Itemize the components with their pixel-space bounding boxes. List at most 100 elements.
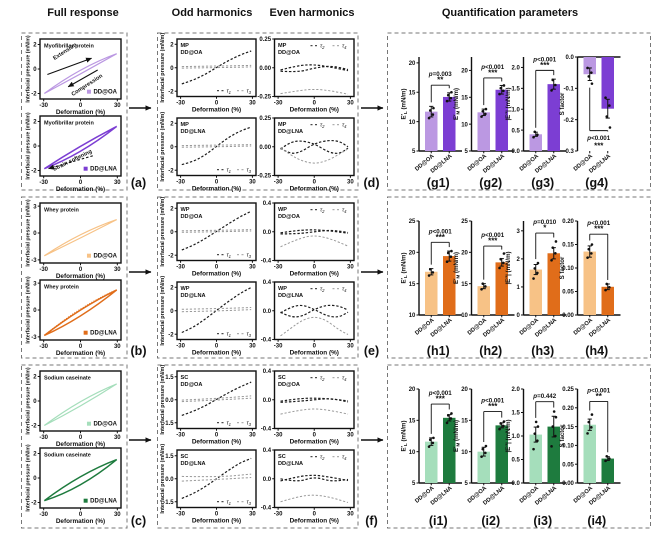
- row3-barchart-i3-datapoint: [551, 425, 555, 428]
- row1-barchart-g4-datapoint: [586, 66, 589, 70]
- row3-barchart-i4-sig-p: p<0.001: [586, 387, 610, 394]
- row1-barchart-g3-datapoint: [536, 133, 539, 137]
- dashed-box-full-row1: [21, 32, 128, 191]
- row3-full-1-ytick-label: 0: [33, 399, 37, 405]
- row2-barchart-h1-ytick-label: 15: [409, 282, 416, 288]
- row3-barchart-i2-datapoint: [499, 422, 503, 425]
- row2-barchart-h4-ylabel-main: S factor: [559, 256, 566, 279]
- row2-barchart-h3-bar-DD@LNA: [547, 253, 560, 315]
- row2-full-2-xtick-label: -30: [39, 344, 48, 350]
- row3-odd-1-xtick-label: 0: [215, 433, 219, 439]
- row2-odd-1-legend-tau3-label: τ3: [247, 253, 252, 260]
- row2-odd-1-legend-tau1-subscript: 1: [229, 254, 231, 259]
- row3-odd-2-xtick-label: 0: [215, 512, 219, 518]
- row2-barchart-h3-ylabel-main: |E″|: [505, 274, 512, 285]
- row2-odd-1-legend-tau3-symbol: τ: [247, 253, 250, 259]
- row3-odd-1-tau3-curve-a: [181, 395, 252, 401]
- row1-even-1-legend-tau4-symbol: τ: [342, 44, 345, 50]
- row1-odd-1-ytick-label: -2: [168, 89, 174, 95]
- row2-full-1-xtick-label: 30: [114, 267, 121, 273]
- row2-odd-1-sample: DD@OA: [181, 214, 203, 220]
- row2-barchart-h2-ytick-label: 25: [461, 219, 468, 225]
- row2-barchart-h4-datapoint: [590, 243, 594, 246]
- row3-barchart-i4-ylabel-main: S factor: [559, 424, 566, 447]
- row3-odd-2-legend-tau1-symbol: τ: [227, 500, 230, 506]
- row1-odd-1-legend-tau1-symbol: τ: [227, 89, 230, 95]
- row3-barchart-i4-ytick-label: 0.25: [562, 387, 574, 393]
- row1-barchart-g3-ytick-label: 2.0: [512, 66, 521, 72]
- row2-barchart-h4-datapoint: [587, 247, 591, 251]
- row1-odd-1-sample: DD@OA: [181, 50, 203, 56]
- row1-full-2-lissajous-loop: [43, 125, 118, 170]
- row2-odd-1-legend-tau3-subscript: 3: [249, 254, 252, 259]
- row1-even-2-xlabel: Deformation (%): [290, 185, 339, 192]
- row1-odd-2-tau3-curve-a: [181, 144, 252, 147]
- panel-label-h1: (h1): [427, 344, 450, 358]
- row2-full-1-frame: [39, 202, 122, 264]
- row2-odd-1-ylabel: Interfacial pressure (mN/m): [160, 197, 166, 267]
- row1-full-2-title: Myofibrillar protein: [44, 121, 94, 127]
- row2-barchart-h1-bar-DD@OA: [425, 271, 438, 315]
- row1-odd-1-xtick-label: -30: [176, 101, 185, 107]
- row1-full-1-legend-label: DD@OA: [93, 90, 117, 96]
- row2-barchart-h1-sig-p-value: <0.001: [433, 228, 453, 235]
- row2-barchart-h2-ytick-label: 20: [461, 251, 468, 257]
- row2-odd-2-ytick-label: 0: [170, 309, 174, 315]
- row2-barchart-h1-sig-stars: ***: [436, 233, 446, 242]
- row1-even-1-sample: DD@OA: [278, 50, 300, 56]
- row1-full-1-ytick-label: 2: [33, 43, 37, 49]
- row3-barchart-i3-ytick-label: 1.0: [512, 434, 521, 440]
- row3-barchart-i2-ylabel-unit: (mN/m): [453, 420, 460, 443]
- row3-barchart-i3-datapoint: [554, 434, 557, 438]
- header-even-harmonics: Even harmonics: [269, 7, 355, 19]
- row1-barchart-g2-ylabel-unit: (mN/m): [453, 88, 460, 111]
- row1-barchart-g4-datapoint: [590, 82, 594, 85]
- row2-barchart-h2-datapoint: [498, 266, 501, 270]
- row2-full-1-xtick-label: -30: [39, 267, 48, 273]
- row2-even-2-legend-tau2-subscript: 2: [321, 288, 325, 293]
- row2-barchart-h2-datapoint: [499, 257, 503, 261]
- row2-even-2-xtick-label: 30: [347, 344, 354, 350]
- row2-full-2-ytick-label: 0: [33, 308, 37, 314]
- panel-label-i2: (i2): [481, 514, 500, 528]
- row1-barchart-g3-ytick-label: 0.5: [512, 128, 521, 134]
- row2-odd-1-legend-tau1-label: τ1: [227, 253, 232, 260]
- row2-full-1-title: Whey protein: [44, 208, 79, 214]
- row3-barchart-i1-ylabel: E′L (mN/m): [401, 420, 409, 451]
- row3-barchart-i2-datapoint: [502, 424, 505, 428]
- row2-odd-2-ylabel: Interfacial pressure (mN/m): [160, 276, 166, 346]
- row1-odd-1-xtick-label: 0: [215, 101, 219, 107]
- panel-label-i3: (i3): [533, 514, 552, 528]
- row1-odd-2-xlabel: Deformation (%): [192, 185, 241, 192]
- row2-full-1-xtick-label: 0: [79, 267, 83, 273]
- row2-even-1-tau2-curve-a: [280, 229, 349, 234]
- row3-barchart-i4-ylabel: S factor: [559, 424, 566, 447]
- row3-barchart-i3-datapoint: [534, 420, 538, 424]
- row2-even-1-legend-tau4-label: τ4: [342, 208, 347, 215]
- row2-barchart-h4-sig-p: p<0.001: [586, 220, 610, 227]
- row3-full-1-xtick-label: 0: [79, 435, 83, 441]
- row3-barchart-i1-datapoint: [431, 441, 435, 445]
- row1-full-1-title: Myofibrillar protein: [44, 44, 94, 50]
- row2-barchart-h1-datapoint: [428, 267, 432, 271]
- row1-even-1-xtick-label: 0: [313, 101, 317, 107]
- row1-even-1-legend-tau2-symbol: τ: [320, 44, 323, 50]
- row3-odd-1-sample: DD@OA: [181, 382, 203, 388]
- row3-even-2-xlabel: Deformation (%): [290, 517, 339, 524]
- row1-barchart-g3-sig-stars: ***: [540, 61, 550, 70]
- panel-label-d: (d): [364, 176, 380, 190]
- row1-barchart-g2-ytick-label: 10: [461, 122, 468, 128]
- row3-full-1-xtick-label: 30: [114, 435, 121, 441]
- row2-odd-2-tau1-curve: [181, 286, 252, 334]
- row3-full-2-legend-marker: [83, 498, 88, 503]
- row1-odd-1-legend-tau3-label: τ3: [247, 89, 252, 96]
- row2-even-2-legend-tau2-label: τ2: [320, 287, 325, 294]
- row1-odd-2-ytick-label: 2: [170, 121, 174, 127]
- row3-even-1-legend-tau2-symbol: τ: [320, 376, 323, 382]
- row1-barchart-g1-datapoint: [450, 90, 453, 94]
- row3-barchart-i1-datapoint: [432, 436, 435, 440]
- row1-even-1-legend-tau2-label: τ2: [320, 44, 325, 51]
- row3-barchart-i3-bar-DD@LNA: [547, 426, 560, 483]
- row1-barchart-g1-ylabel-unit: (mN/m): [401, 88, 408, 111]
